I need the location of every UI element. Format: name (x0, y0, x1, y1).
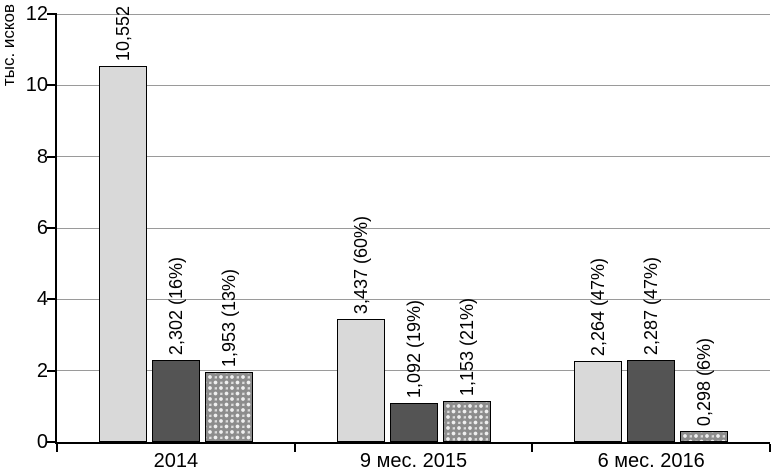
bar-value-label-sphere-pattern-series-9 мес. 2015: 1,153 (21%) (456, 297, 477, 396)
gridline-6 (57, 227, 770, 229)
x-category-label-1: 9 мес. 2015 (359, 450, 468, 472)
bar-label-anchor-0-1: 3,437 (60%) (337, 216, 385, 314)
bar-label-anchor-1-2: 2,287 (47%) (627, 257, 675, 355)
bar-label-anchor-0-0: 10,552 (99, 6, 147, 61)
y-tick-label-2: 2 (36, 359, 48, 382)
y-tick-label-12: 12 (25, 3, 48, 25)
y-axis-line (55, 14, 57, 444)
bar-value-label-dark-gray-series-6 мес. 2016: 2,287 (47%) (641, 257, 662, 356)
bar-value-label-light-gray-series-6 мес. 2016: 2,264 (47%) (588, 258, 609, 357)
y-axis-tick-2 (47, 369, 57, 372)
y-axis-tick-0 (47, 441, 57, 443)
bar-value-label-light-gray-series-9 мес. 2015: 3,437 (60%) (350, 216, 371, 315)
gridline-10 (57, 84, 770, 86)
y-axis-tick-10 (47, 84, 57, 87)
bar-sphere-pattern-series-6 мес. 2016 (680, 431, 729, 442)
bar-dark-gray-series-9 мес. 2015 (389, 403, 438, 442)
bar-label-anchor-2-0: 1,953 (13%) (205, 269, 253, 367)
y-tick-label-8: 8 (36, 145, 48, 168)
bar-value-label-light-gray-series-2014: 10,552 (112, 5, 133, 61)
bar-label-anchor-0-2: 2,264 (47%) (574, 258, 622, 356)
x-axis-tick-1 (293, 444, 296, 452)
gridline-12 (57, 13, 770, 15)
bar-sphere-pattern-series-2014 (204, 372, 253, 442)
bar-dark-gray-series-2014 (151, 359, 200, 442)
bar-label-anchor-2-1: 1,153 (21%) (443, 298, 491, 396)
x-axis-tick-0 (56, 444, 58, 452)
x-category-label-2: 6 мес. 2016 (597, 450, 705, 472)
x-axis-tick-3 (769, 444, 771, 452)
bar-light-gray-series-9 мес. 2015 (336, 319, 385, 442)
x-axis-tick-2 (531, 444, 534, 452)
y-tick-label-6: 6 (36, 217, 48, 239)
y-tick-label-0: 0 (36, 431, 48, 453)
gridline-4 (57, 298, 770, 300)
bar-value-label-dark-gray-series-2014: 2,302 (16%) (165, 256, 186, 355)
bar-label-anchor-2-2: 0,298 (6%) (680, 338, 728, 426)
bar-light-gray-series-2014 (98, 65, 147, 442)
y-axis-tick-12 (47, 13, 57, 15)
bar-value-label-sphere-pattern-series-6 мес. 2016: 0,298 (6%) (694, 338, 715, 427)
bar-label-anchor-1-1: 1,092 (19%) (390, 300, 438, 398)
gridline-2 (57, 370, 770, 372)
y-tick-label-4: 4 (36, 288, 48, 311)
bar-value-label-sphere-pattern-series-2014: 1,953 (13%) (218, 269, 239, 368)
bar-value-label-dark-gray-series-9 мес. 2015: 1,092 (19%) (403, 300, 424, 399)
x-axis-line (55, 442, 770, 444)
y-tick-label-10: 10 (25, 74, 48, 97)
y-axis-tick-6 (47, 227, 57, 229)
bar-light-gray-series-6 мес. 2016 (574, 361, 623, 442)
y-axis-tick-4 (47, 298, 57, 301)
bar-dark-gray-series-6 мес. 2016 (627, 360, 676, 442)
bar-sphere-pattern-series-9 мес. 2015 (442, 400, 491, 442)
bar-label-anchor-1-0: 2,302 (16%) (152, 257, 200, 355)
gridline-8 (57, 156, 770, 158)
x-category-label-0: 2014 (153, 450, 199, 472)
y-axis-tick-8 (47, 155, 57, 158)
